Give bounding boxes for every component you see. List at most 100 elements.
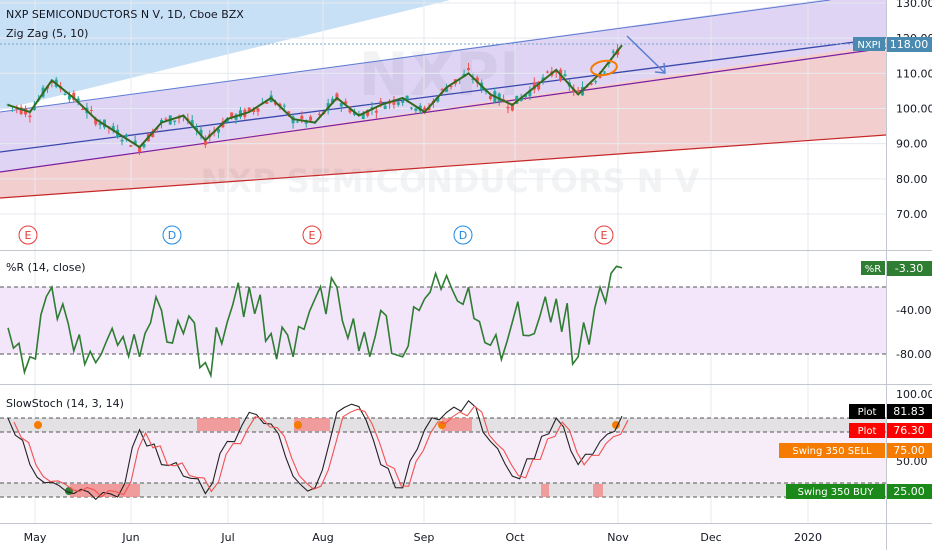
candle-body [335, 93, 339, 100]
candle-body [252, 109, 256, 113]
event-label: D [168, 229, 176, 242]
time-axis-label: Jul [220, 531, 234, 544]
time-axis-label: 2020 [794, 531, 822, 544]
channel-top-line [0, 0, 831, 113]
candle-body [230, 112, 234, 118]
stoch-tag-value: 76.30 [893, 424, 925, 437]
event-label: D [459, 229, 467, 242]
stoch-k-line [7, 399, 623, 501]
event-label: E [309, 229, 316, 242]
lower-band [0, 44, 886, 198]
stoch-d-line [13, 405, 629, 498]
candle-body [94, 118, 98, 125]
candle-body [357, 113, 361, 115]
candle-body [401, 100, 405, 103]
candle-body [102, 119, 106, 128]
candle-body [541, 77, 545, 81]
price-tag-symbol-bg [853, 37, 885, 51]
arrow-head-icon [654, 62, 666, 74]
stoch-tag-value-bg [887, 423, 932, 438]
candle-body [164, 118, 168, 120]
candle-body [383, 105, 387, 109]
candle-body [589, 83, 593, 85]
candle-body [63, 94, 67, 96]
earnings-event-icon[interactable] [18, 225, 38, 245]
candle-body [488, 95, 492, 100]
candle-body [471, 78, 475, 80]
candle-body [537, 81, 541, 90]
upper-band [0, 0, 450, 110]
stoch-tag-value: 25.00 [893, 485, 925, 498]
candle-body [133, 140, 137, 144]
buy-zone-mark [593, 484, 603, 497]
signal-dot [612, 421, 620, 429]
price-axis-tick: 110.00 [896, 67, 932, 80]
candle-body [475, 77, 479, 83]
time-axis-label: Sep [414, 531, 435, 544]
candle-body [331, 98, 335, 104]
candle-body [409, 107, 413, 109]
dividend-event-icon[interactable] [162, 225, 182, 245]
candle-body [436, 97, 440, 102]
price-axis-tick: 100.00 [896, 103, 932, 116]
candle-body [366, 109, 370, 116]
stoch-tag-value-bg [887, 404, 932, 419]
projection-arrow [626, 35, 665, 73]
time-axis-label: Dec [700, 531, 721, 544]
sell-zone-mark [197, 418, 240, 431]
candle-body [576, 90, 580, 92]
wr-tag-label: %R [865, 264, 882, 275]
candle-body [32, 106, 36, 110]
candle-body [217, 128, 221, 133]
candle-body [138, 147, 142, 153]
stoch-indicator-label[interactable]: SlowStoch (14, 3, 14) [6, 397, 124, 410]
earnings-event-icon[interactable] [594, 225, 614, 245]
candle-body [28, 115, 32, 118]
candle-body [594, 81, 598, 83]
wr-tag-label-bg [861, 261, 885, 275]
candle-body [563, 74, 567, 76]
candle-body [317, 113, 321, 115]
candle-body [405, 95, 409, 101]
dividend-event-icon[interactable] [453, 225, 473, 245]
event-label: E [25, 229, 32, 242]
candle-body [265, 101, 269, 104]
candle-body [120, 139, 124, 142]
candle-body [50, 82, 54, 84]
signal-dot [34, 421, 42, 429]
candle-body [67, 95, 71, 100]
wr-line [7, 265, 623, 379]
candle-body [89, 110, 93, 112]
candle-body [361, 113, 365, 120]
channel-mid-line [0, 47, 887, 173]
candle-body [6, 104, 10, 106]
earnings-event-icon[interactable] [302, 225, 322, 245]
wr-tag-value-bg [887, 261, 932, 276]
candle-body [532, 82, 536, 90]
candle-body [173, 120, 177, 122]
candle-body [423, 107, 427, 111]
candle-body [445, 87, 449, 92]
candle-body [300, 115, 304, 120]
price-axis-tick: 130.00 [896, 0, 932, 10]
candle-body [295, 121, 299, 123]
channel-fill [0, 0, 886, 172]
wr-tag-value: -3.30 [895, 262, 923, 275]
time-axis-label: Nov [607, 531, 629, 544]
candle-body [203, 140, 207, 145]
zigzag-line [7, 44, 623, 149]
candle-body [160, 119, 163, 124]
wr-band [0, 287, 886, 354]
stoch-tag-label: Swing 350 SELL [792, 446, 872, 457]
candle-body [374, 110, 378, 113]
candle-body [81, 109, 85, 111]
sell-zone-mark [442, 418, 472, 431]
zigzag-indicator-label[interactable]: Zig Zag (5, 10) [6, 27, 88, 40]
time-axis-label: Aug [312, 531, 333, 544]
stoch-tag-label: Plot [858, 426, 877, 437]
candle-body [177, 117, 181, 119]
candle-body [129, 145, 133, 147]
price-axis-tick: 80.00 [896, 173, 928, 186]
wr-indicator-label[interactable]: %R (14, close) [6, 261, 86, 274]
